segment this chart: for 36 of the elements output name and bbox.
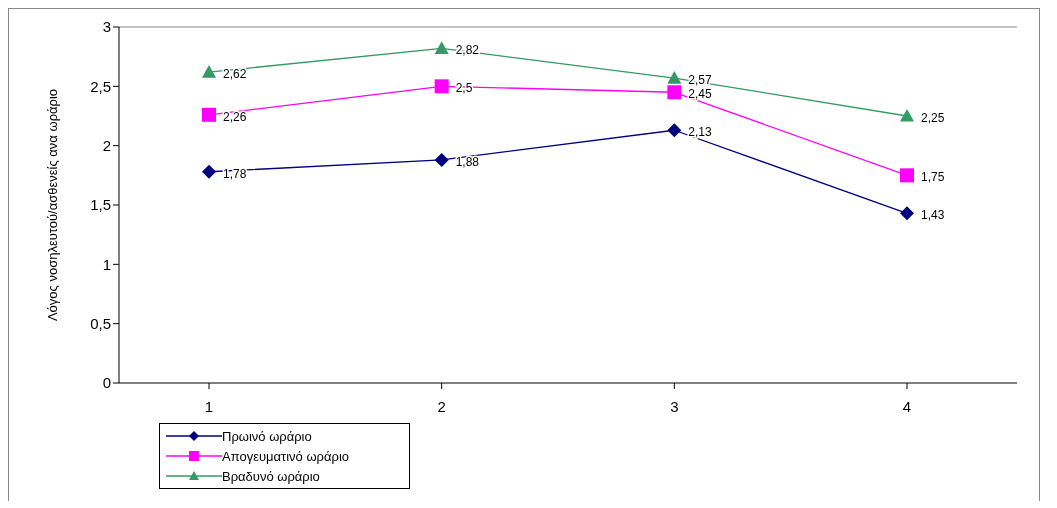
data-label: 1,78	[223, 166, 247, 181]
y-tick-label: 3	[102, 18, 111, 36]
point	[667, 123, 682, 138]
point	[667, 71, 682, 84]
y-tick-label: 0,5	[90, 314, 111, 332]
data-label: 2,45	[688, 87, 713, 102]
data-label: 1,75	[921, 170, 945, 185]
point	[900, 206, 914, 221]
y-tick-label: 2,5	[90, 77, 111, 95]
x-tick-label: 4	[902, 397, 912, 415]
data-label: 2,26	[223, 109, 247, 124]
y-tick-label: 1	[102, 255, 111, 273]
x-tick-label: 1	[204, 397, 214, 415]
y-tick-label: 1,5	[90, 196, 111, 214]
x-tick-label: 3	[670, 397, 679, 415]
point	[434, 41, 449, 54]
y-tick-label: 2	[102, 136, 111, 154]
x-tick-label: 2	[437, 397, 446, 415]
data-label: 1,88	[455, 154, 480, 169]
data-label: 2,25	[921, 111, 945, 125]
point	[202, 107, 216, 122]
data-label: 2,62	[223, 67, 247, 82]
legend-label: Απογευματινό ωράριο	[222, 448, 350, 464]
point	[667, 85, 682, 100]
legend-label: Πρωινό ωράριο	[222, 428, 312, 444]
y-tick-label: 0	[102, 374, 111, 392]
legend-label: Βραδυνό ωράριο	[222, 468, 320, 484]
point	[202, 65, 216, 78]
point	[434, 152, 449, 167]
data-label: 1,43	[921, 208, 945, 223]
point	[202, 164, 216, 179]
y-axis-title: Λόγος νοσηλευτού/ασθενείς ανα ωράριο	[44, 88, 60, 322]
point	[900, 109, 914, 122]
data-label: 2,13	[688, 125, 713, 140]
point	[900, 168, 914, 183]
point	[434, 79, 449, 94]
